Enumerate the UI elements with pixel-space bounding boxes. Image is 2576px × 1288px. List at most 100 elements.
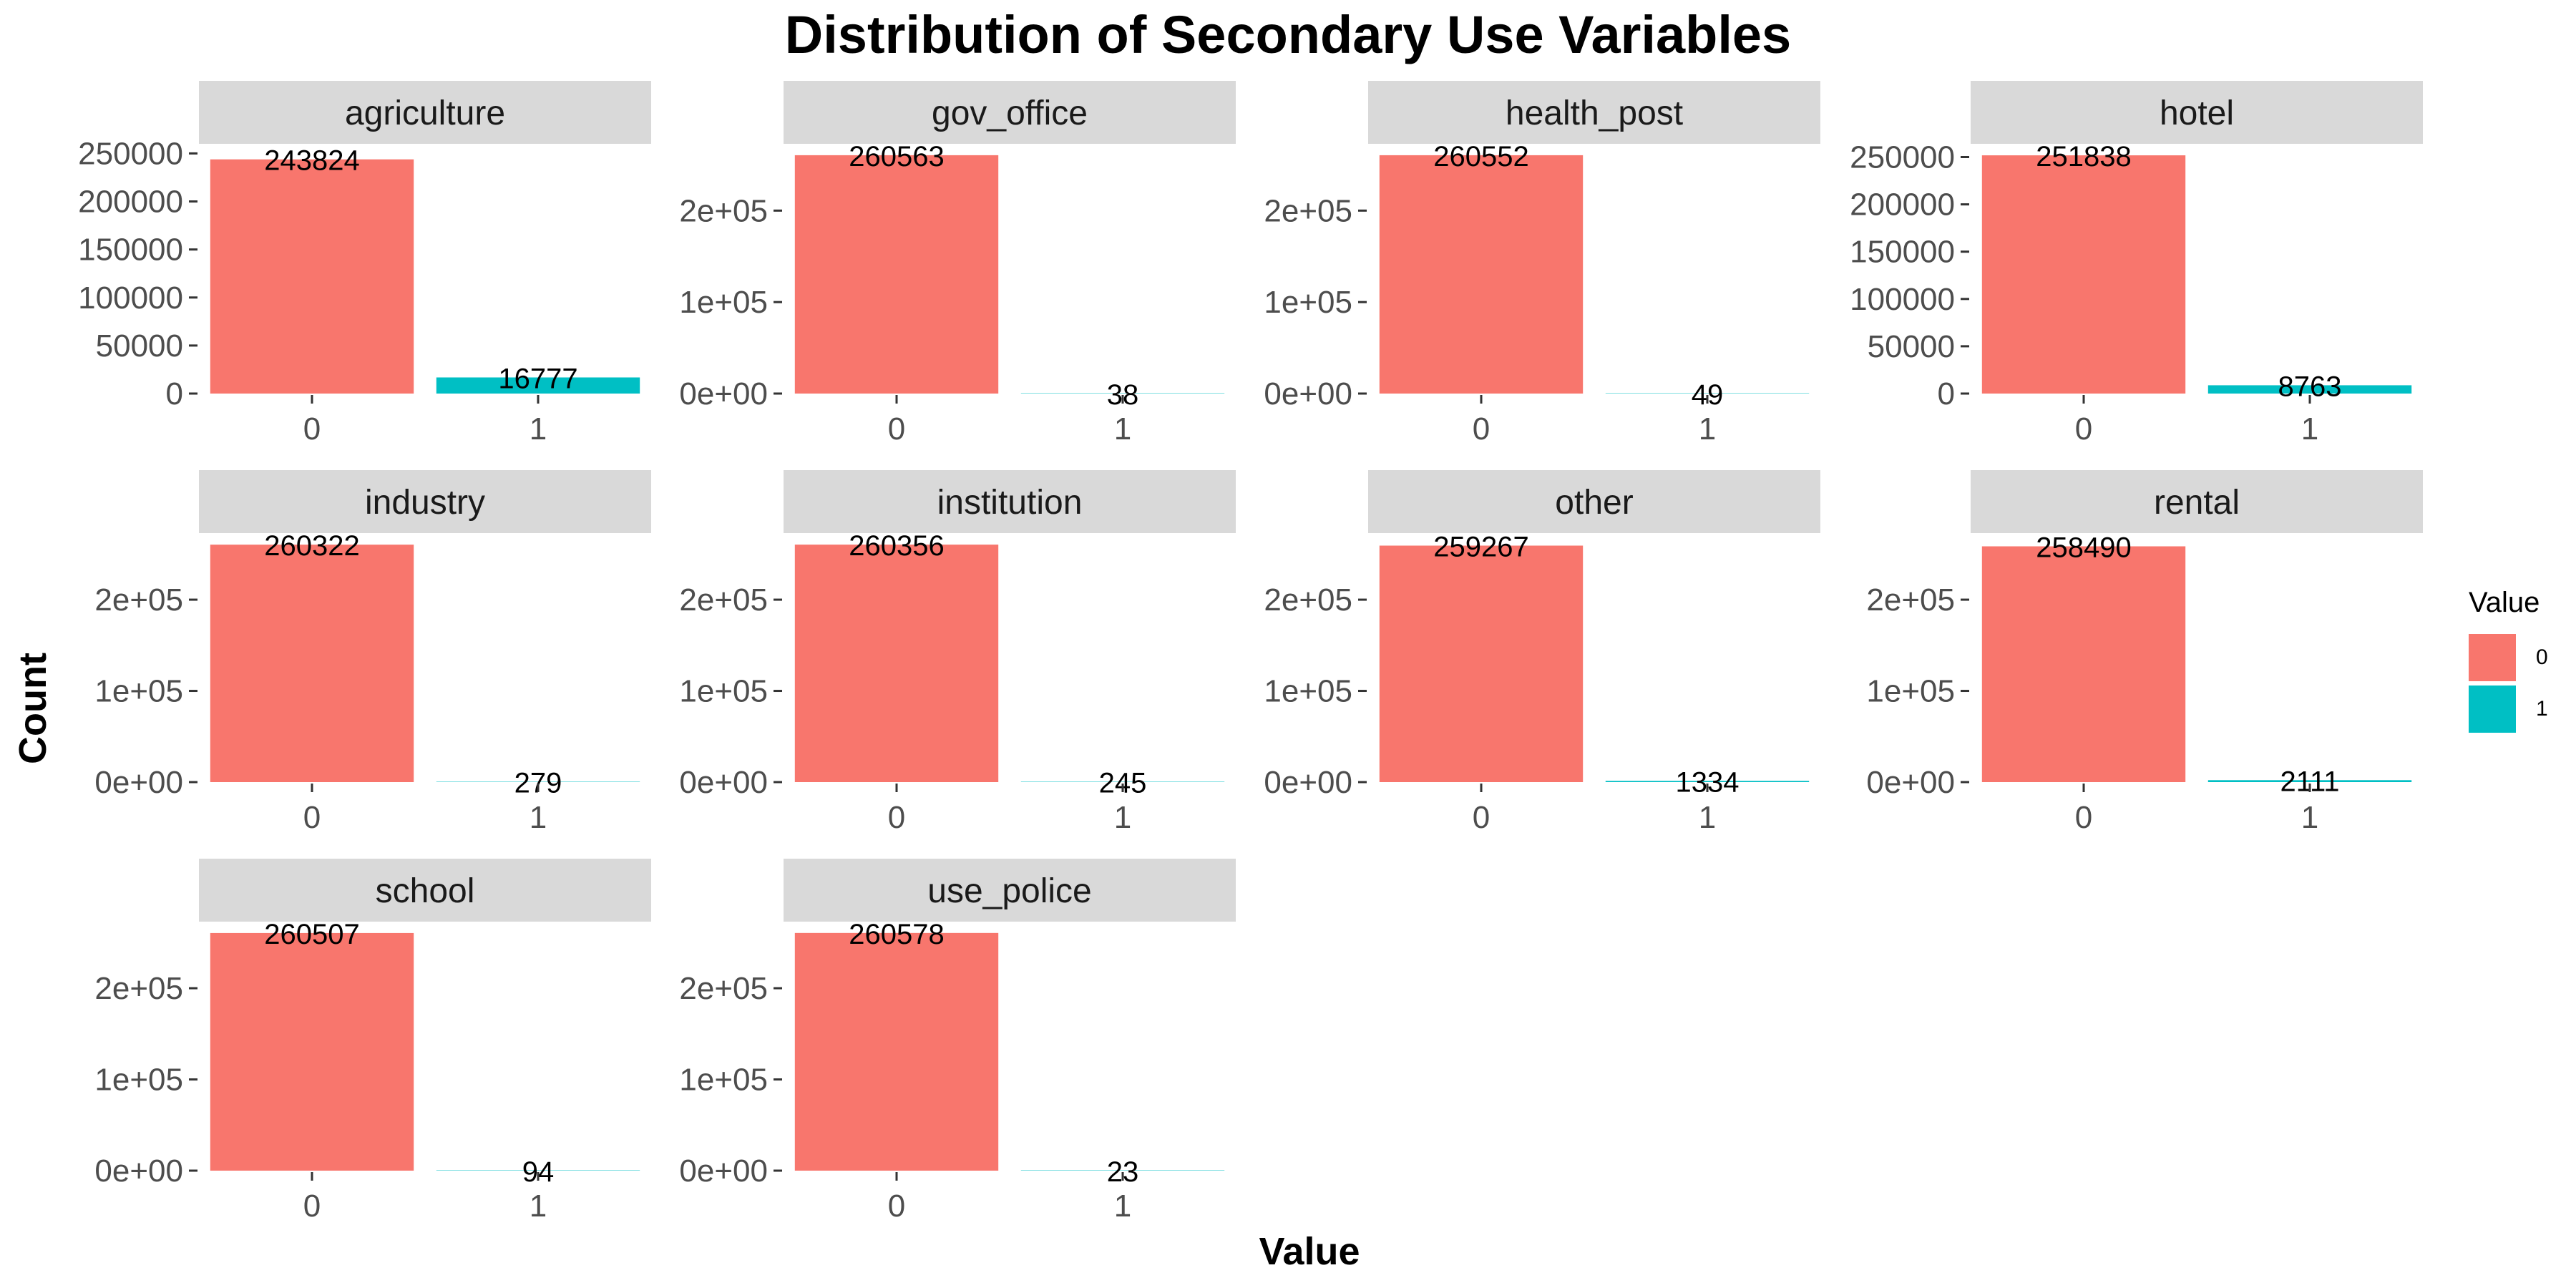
bar-school-0 [210,932,414,1171]
y-tick-label: 0e+00 [1264,376,1352,411]
y-tick-label: 1e+05 [94,674,183,709]
chart-title: Distribution of Secondary Use Variables [784,5,1792,64]
x-tick-label: 0 [303,411,321,447]
data-label: 258490 [2036,532,2131,563]
y-tick-label: 2e+05 [1264,582,1352,618]
bar-other-1 [1605,781,1810,782]
facet-strip [1368,470,1820,533]
data-label: 38 [1107,379,1139,411]
bar-gov_office-0 [794,155,999,394]
y-tick-label: 1e+05 [94,1063,183,1098]
data-label: 260356 [849,530,944,562]
bar-rental-0 [1981,546,2186,782]
x-axis-label: Value [1259,1230,1360,1273]
bar-industry-0 [210,545,414,782]
facet-strip-label: agriculture [345,94,505,132]
x-tick-label: 1 [530,1189,547,1224]
y-tick-label: 0e+00 [1866,765,1955,800]
y-axis-label: Count [11,653,54,764]
facet-strip-label: health_post [1506,94,1683,132]
x-tick-label: 0 [1473,800,1490,835]
facet-strip [784,859,1236,922]
facet-strip [199,81,651,144]
facet-strip-label: institution [937,484,1083,522]
facet-strip [1368,81,1820,144]
y-tick-label: 0e+00 [679,765,768,800]
data-label: 260507 [264,919,359,950]
x-tick-label: 0 [888,1189,905,1224]
y-tick-label: 1e+05 [1264,674,1352,709]
facet-strip-label: use_police [927,872,1092,910]
y-tick-label: 0e+00 [94,1153,183,1189]
data-label: 49 [1692,379,1724,411]
x-tick-label: 1 [1114,800,1131,835]
x-tick-label: 0 [2075,411,2092,447]
y-tick-label: 0 [1938,376,1955,411]
legend-item-0: 0 [2469,632,2548,683]
bar-use_police-0 [794,932,999,1171]
y-tick-label: 200000 [1850,187,1955,223]
bar-institution-1 [1020,781,1225,782]
y-tick-label: 50000 [96,328,183,364]
y-tick-label: 2e+05 [679,193,768,228]
bar-hotel-0 [1981,155,2186,394]
facet-strip [1971,470,2423,533]
data-label: 260563 [849,141,944,172]
y-tick-label: 2e+05 [94,971,183,1006]
x-tick-label: 0 [303,1189,321,1224]
bar-agriculture-1 [436,377,640,394]
y-tick-label: 50000 [1868,329,1955,364]
data-label: 259267 [1433,532,1528,563]
legend-key-0 [2469,634,2516,681]
x-tick-label: 1 [530,411,547,447]
legend-key-1 [2469,686,2516,733]
data-label: 2111 [2280,766,2339,797]
x-tick-label: 0 [303,800,321,835]
y-tick-label: 100000 [78,280,183,316]
legend-label-0: 0 [2536,645,2548,669]
y-tick-label: 1e+05 [1866,674,1955,709]
x-tick-label: 1 [1699,800,1716,835]
y-tick-label: 100000 [1850,282,1955,317]
facet-strip-label: school [376,872,475,910]
data-label: 245 [1099,768,1147,799]
y-tick-label: 2e+05 [94,582,183,618]
data-label: 279 [514,768,562,799]
bar-industry-1 [436,781,640,782]
bar-institution-0 [794,545,999,782]
data-label: 260552 [1433,141,1528,172]
y-tick-label: 2e+05 [1264,193,1352,228]
facet-strip [1971,81,2423,144]
facet-strip [199,470,651,533]
data-label: 23 [1107,1156,1139,1188]
legend-title: Value [2469,587,2540,618]
y-tick-label: 1e+05 [679,285,768,320]
facet-strip-label: rental [2154,484,2240,522]
x-tick-label: 1 [1114,411,1131,447]
data-label: 260322 [264,530,359,562]
facet-strip-label: other [1555,484,1633,522]
y-tick-label: 1e+05 [679,674,768,709]
facet-strip-label: gov_office [932,94,1088,132]
y-tick-label: 1e+05 [679,1063,768,1098]
data-label: 94 [522,1156,555,1188]
y-tick-label: 2e+05 [679,582,768,618]
y-tick-label: 0 [166,376,183,411]
bar-hotel-1 [2207,385,2412,394]
facet-strip [784,470,1236,533]
legend-item-1: 1 [2469,683,2548,735]
y-tick-label: 0e+00 [1264,765,1352,800]
data-label: 251838 [2036,141,2131,172]
x-tick-label: 1 [2301,800,2318,835]
y-tick-label: 200000 [78,185,183,220]
facet-strip-label: industry [365,484,485,522]
facet-strip [199,859,651,922]
facet-strip [784,81,1236,144]
legend: Value 0 1 [2469,587,2548,735]
facet-strip-label: hotel [2160,94,2234,132]
y-tick-label: 2e+05 [1866,582,1955,618]
y-tick-label: 150000 [1850,235,1955,270]
y-tick-label: 2e+05 [679,971,768,1006]
bar-rental-1 [2207,780,2412,782]
x-tick-label: 0 [888,411,905,447]
